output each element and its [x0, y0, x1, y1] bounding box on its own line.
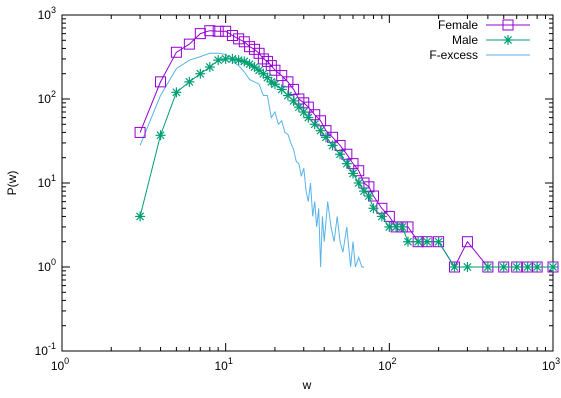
data-point — [155, 76, 167, 88]
y-tick-label: 102 — [38, 89, 56, 106]
data-point — [368, 203, 379, 214]
data-point — [135, 211, 146, 222]
data-point — [194, 28, 206, 40]
y-tick-label: 101 — [38, 173, 56, 190]
data-point — [422, 236, 433, 247]
data-point — [282, 76, 294, 88]
data-point — [348, 168, 359, 179]
data-point — [257, 53, 269, 65]
data-point — [462, 262, 473, 272]
data-point — [548, 262, 558, 272]
data-point — [134, 126, 146, 138]
data-point — [532, 262, 543, 272]
data-point — [204, 62, 215, 73]
legend-marker — [502, 19, 514, 31]
data-point — [358, 186, 369, 197]
data-point — [171, 87, 182, 98]
legend-marker — [503, 35, 513, 45]
data-point — [239, 56, 250, 67]
data-point — [253, 47, 265, 59]
data-point — [341, 158, 352, 169]
data-point — [376, 211, 387, 222]
data-point — [269, 79, 280, 90]
data-point — [212, 25, 224, 37]
x-tick-label: 101 — [214, 356, 232, 373]
data-point — [433, 236, 444, 247]
data-point — [155, 130, 166, 141]
data-point — [498, 262, 509, 272]
data-point — [461, 236, 473, 248]
data-point — [482, 262, 493, 272]
data-point — [335, 149, 346, 160]
data-point — [261, 55, 273, 67]
data-point — [413, 236, 424, 247]
data-point — [227, 53, 238, 64]
data-point — [353, 165, 365, 177]
data-point — [298, 107, 309, 118]
x-axis-label: w — [302, 378, 312, 392]
x-axis-ticks: 100 101 102 103 — [51, 15, 560, 373]
data-point — [320, 132, 331, 143]
series-f-excess — [139, 52, 364, 268]
legend-label: Female — [438, 18, 478, 32]
data-point — [220, 53, 231, 64]
data-point — [220, 25, 232, 37]
data-point — [195, 68, 206, 79]
legend-label: F-excess — [429, 48, 478, 62]
x-tick-label: 102 — [378, 356, 396, 373]
data-point — [276, 70, 288, 82]
data-point — [288, 95, 299, 106]
data-point — [184, 76, 195, 87]
y-tick-label: 100 — [38, 257, 56, 274]
data-point — [303, 112, 314, 123]
data-point — [309, 119, 320, 130]
data-point — [226, 30, 238, 42]
plot-frame — [61, 14, 554, 352]
x-tick-label: 100 — [51, 356, 69, 373]
data-point — [522, 262, 533, 272]
data-point — [363, 191, 374, 202]
y-tick-label: 103 — [38, 5, 56, 22]
y-tick-label: 10-1 — [35, 341, 56, 358]
data-point — [449, 262, 460, 272]
series-male — [135, 53, 558, 272]
data-point — [353, 178, 364, 188]
legend-label: Male — [452, 33, 478, 47]
x-tick-label: 103 — [542, 356, 560, 373]
y-axis-label: P(w) — [5, 171, 19, 196]
data-point — [511, 262, 522, 272]
data-point — [315, 125, 326, 136]
series-line — [139, 52, 364, 268]
data-point — [170, 46, 182, 58]
data-point — [233, 33, 245, 45]
series-female — [134, 25, 559, 273]
series-layer — [134, 25, 559, 273]
data-point — [276, 84, 287, 95]
data-point — [213, 55, 224, 66]
data-point — [183, 38, 195, 50]
data-point — [327, 140, 338, 151]
data-point — [204, 25, 216, 37]
data-point — [397, 221, 408, 232]
data-point — [402, 236, 413, 247]
data-point — [258, 68, 269, 79]
